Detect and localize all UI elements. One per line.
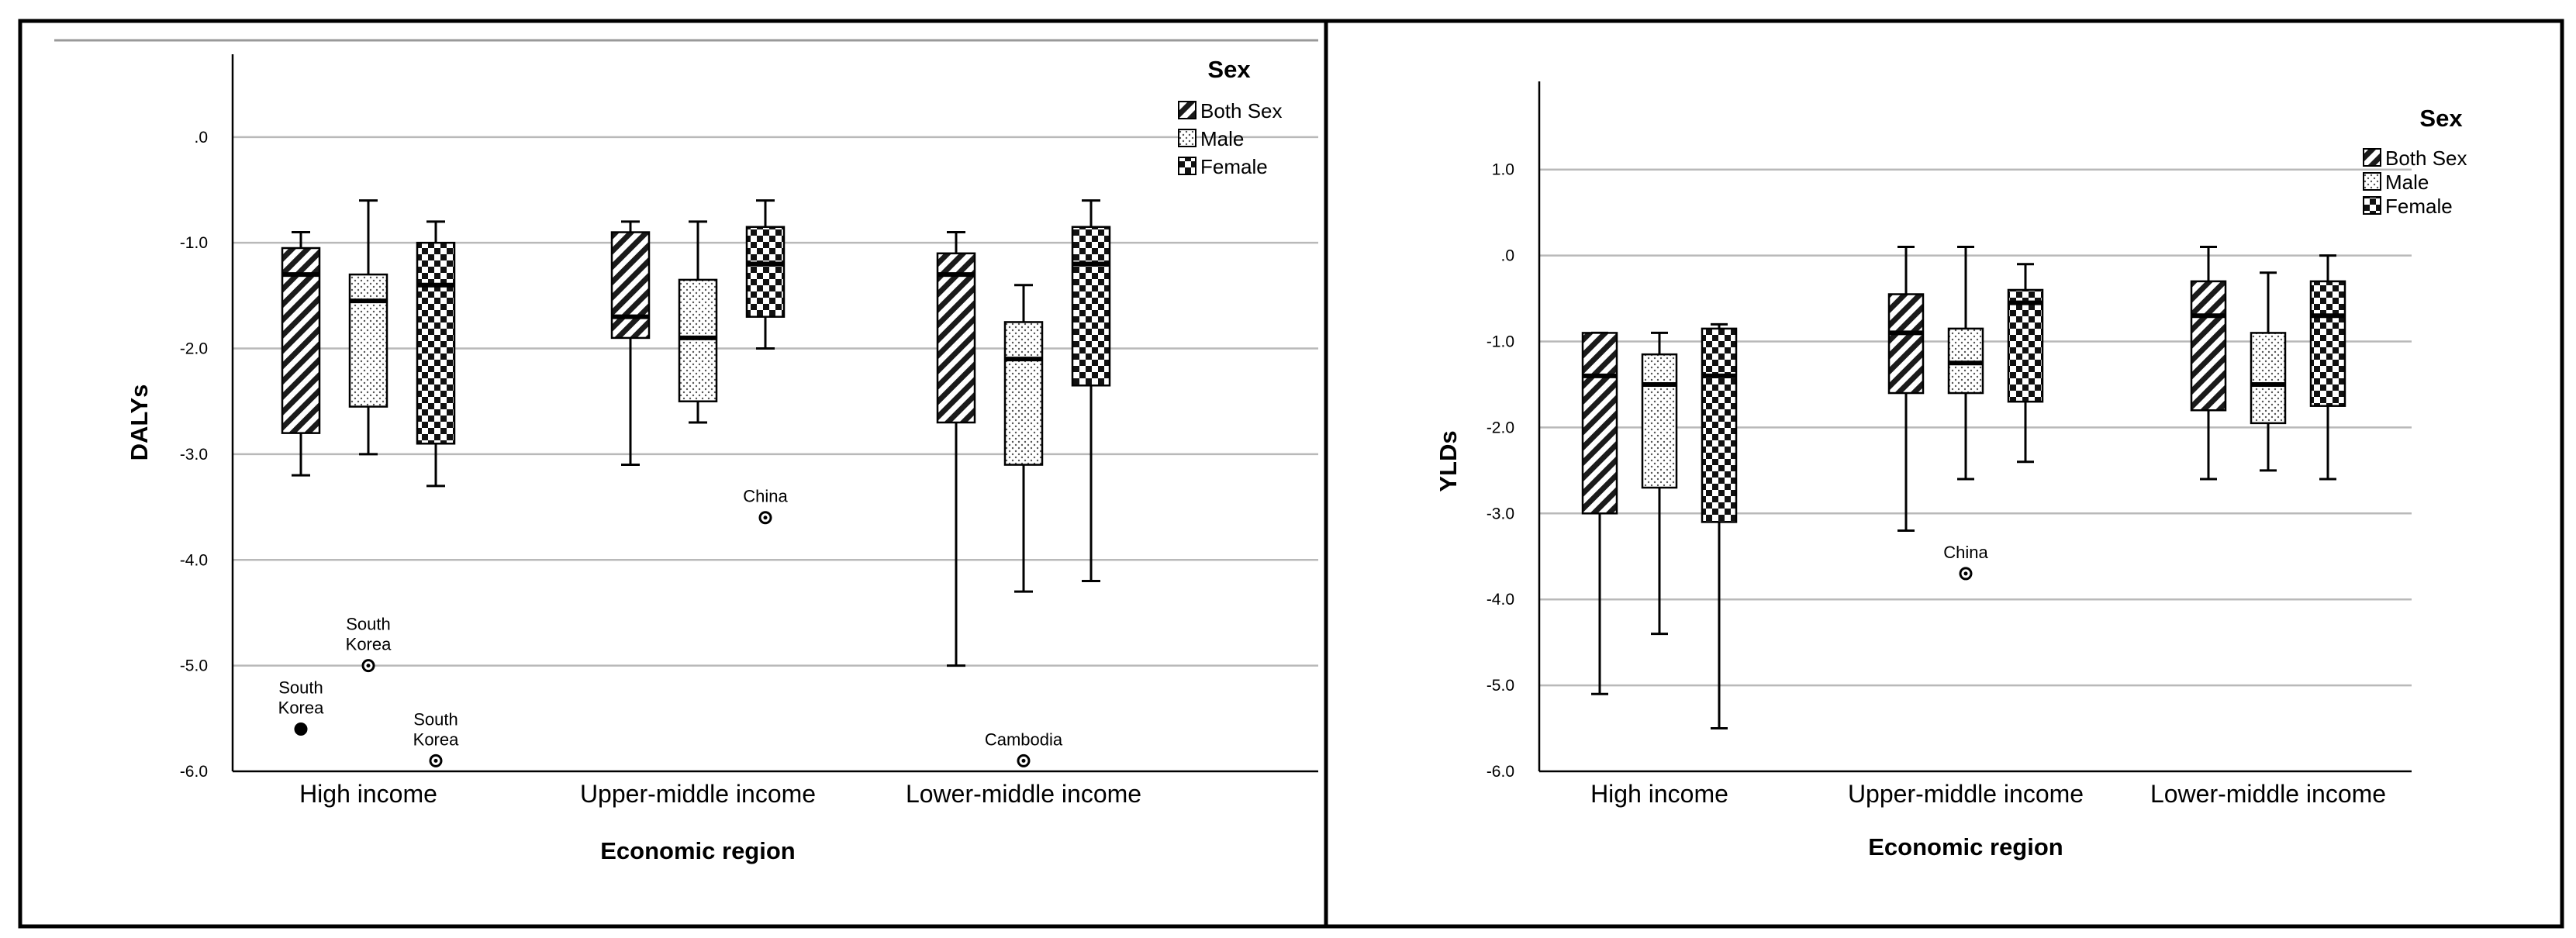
x-axis-title: Economic region bbox=[1868, 833, 2063, 860]
legend-label: Female bbox=[2385, 195, 2453, 218]
outlier-point-center bbox=[763, 516, 768, 520]
box-iqr bbox=[348, 273, 388, 408]
box-female bbox=[2309, 254, 2346, 481]
outlier-point-center bbox=[1021, 758, 1026, 763]
x-tick-label: High income bbox=[1590, 780, 1728, 808]
box-both-sex bbox=[610, 220, 651, 467]
x-tick-label: High income bbox=[299, 780, 437, 808]
box-male bbox=[1641, 331, 1678, 636]
box-male bbox=[1947, 246, 1984, 481]
legend-swatch bbox=[2363, 196, 2381, 215]
y-tick-label: -5.0 bbox=[1487, 677, 1514, 695]
y-tick-label: .0 bbox=[194, 129, 208, 147]
outlier-label: Korea bbox=[346, 635, 392, 654]
outlier-point bbox=[294, 722, 308, 736]
y-tick-label: -3.0 bbox=[180, 446, 208, 464]
x-tick-label: Upper-middle income bbox=[1848, 780, 2084, 808]
legend-label: Female bbox=[1200, 155, 1268, 178]
box-iqr bbox=[1581, 332, 1618, 515]
y-tick-label: -3.0 bbox=[1487, 505, 1514, 522]
box-iqr bbox=[1003, 321, 1044, 466]
outlier-label: Korea bbox=[278, 698, 324, 717]
legend-swatch bbox=[1178, 157, 1196, 175]
box-iqr bbox=[2309, 280, 2346, 407]
legend-swatch bbox=[1178, 101, 1196, 119]
box-both-sex bbox=[1581, 331, 1618, 695]
outlier-label: Korea bbox=[413, 729, 459, 749]
outlier-label: China bbox=[1943, 543, 1988, 562]
y-tick-label: .0 bbox=[1500, 247, 1514, 265]
box-both-sex bbox=[2190, 246, 2227, 481]
box-iqr bbox=[745, 226, 786, 318]
ylds-panel: 1.0 .0 -1.0 -2.0 -3.0 -4.0 -5.0 -6.0 High income… bbox=[1435, 81, 2467, 860]
y-tick-label: -6.0 bbox=[180, 763, 208, 781]
legend-title: Sex bbox=[2419, 105, 2463, 132]
y-tick-label: -1.0 bbox=[180, 234, 208, 252]
y-tick-label: -4.0 bbox=[180, 551, 208, 569]
x-tick-label: Upper-middle income bbox=[580, 780, 816, 808]
box-female bbox=[1701, 322, 1738, 730]
outlier-label: South bbox=[346, 615, 391, 634]
outlier-label: Cambodia bbox=[985, 729, 1063, 749]
box-male bbox=[348, 199, 388, 456]
box-female bbox=[745, 199, 786, 350]
box-iqr bbox=[936, 252, 976, 424]
y-tick-label: 1.0 bbox=[1492, 161, 1514, 179]
box-both-sex bbox=[281, 231, 321, 477]
outlier-label: South bbox=[278, 678, 323, 697]
y-axis-title: DALYs bbox=[126, 385, 153, 461]
legend-label: Both Sex bbox=[2385, 147, 2467, 170]
box-iqr bbox=[2250, 332, 2287, 425]
box-iqr bbox=[2190, 280, 2227, 412]
legend-swatch bbox=[2363, 148, 2381, 167]
box-male bbox=[2250, 271, 2287, 472]
box-iqr bbox=[1641, 353, 1678, 489]
box-iqr bbox=[610, 231, 651, 340]
y-axis-title: YLDs bbox=[1435, 430, 1462, 491]
y-tick-label: -2.0 bbox=[1487, 419, 1514, 436]
box-male bbox=[1003, 284, 1044, 593]
outlier-label: China bbox=[743, 487, 788, 506]
y-tick-label: -5.0 bbox=[180, 657, 208, 675]
x-axis-title: Economic region bbox=[600, 837, 795, 864]
box-iqr bbox=[2007, 288, 2044, 403]
x-tick-label: Lower-middle income bbox=[906, 780, 1141, 808]
legend-label: Male bbox=[2385, 171, 2429, 194]
y-tick-label: -6.0 bbox=[1487, 763, 1514, 781]
box-iqr bbox=[416, 241, 456, 445]
box-iqr bbox=[1887, 293, 1925, 395]
box-iqr bbox=[281, 247, 321, 434]
box-iqr bbox=[1701, 327, 1738, 523]
x-tick-label: Lower-middle income bbox=[2150, 780, 2386, 808]
legend-label: Both Sex bbox=[1200, 99, 1283, 122]
legend-label: Male bbox=[1200, 127, 1244, 150]
box-female bbox=[1071, 199, 1111, 583]
y-tick-label: -4.0 bbox=[1487, 591, 1514, 609]
outlier-label: South bbox=[413, 709, 458, 729]
box-female bbox=[2007, 263, 2044, 464]
outlier-point-center bbox=[366, 664, 371, 668]
legend-title: Sex bbox=[1207, 56, 1251, 83]
box-both-sex bbox=[936, 231, 976, 667]
y-tick-label: -2.0 bbox=[180, 340, 208, 358]
figure-frame bbox=[18, 19, 2564, 929]
dalys-panel: .0 -1.0 -2.0 -3.0 -4.0 -5.0 -6.0 High income Upp… bbox=[126, 54, 1318, 864]
y-tick-label: -1.0 bbox=[1487, 333, 1514, 351]
outlier-point-center bbox=[1963, 571, 1968, 576]
box-female bbox=[416, 220, 456, 488]
legend-swatch bbox=[1178, 129, 1196, 147]
legend-swatch bbox=[2363, 172, 2381, 191]
outlier-point-center bbox=[433, 758, 438, 763]
box-iqr bbox=[1071, 226, 1111, 387]
box-male bbox=[678, 220, 718, 424]
box-both-sex bbox=[1887, 246, 1925, 532]
box-iqr bbox=[678, 278, 718, 402]
